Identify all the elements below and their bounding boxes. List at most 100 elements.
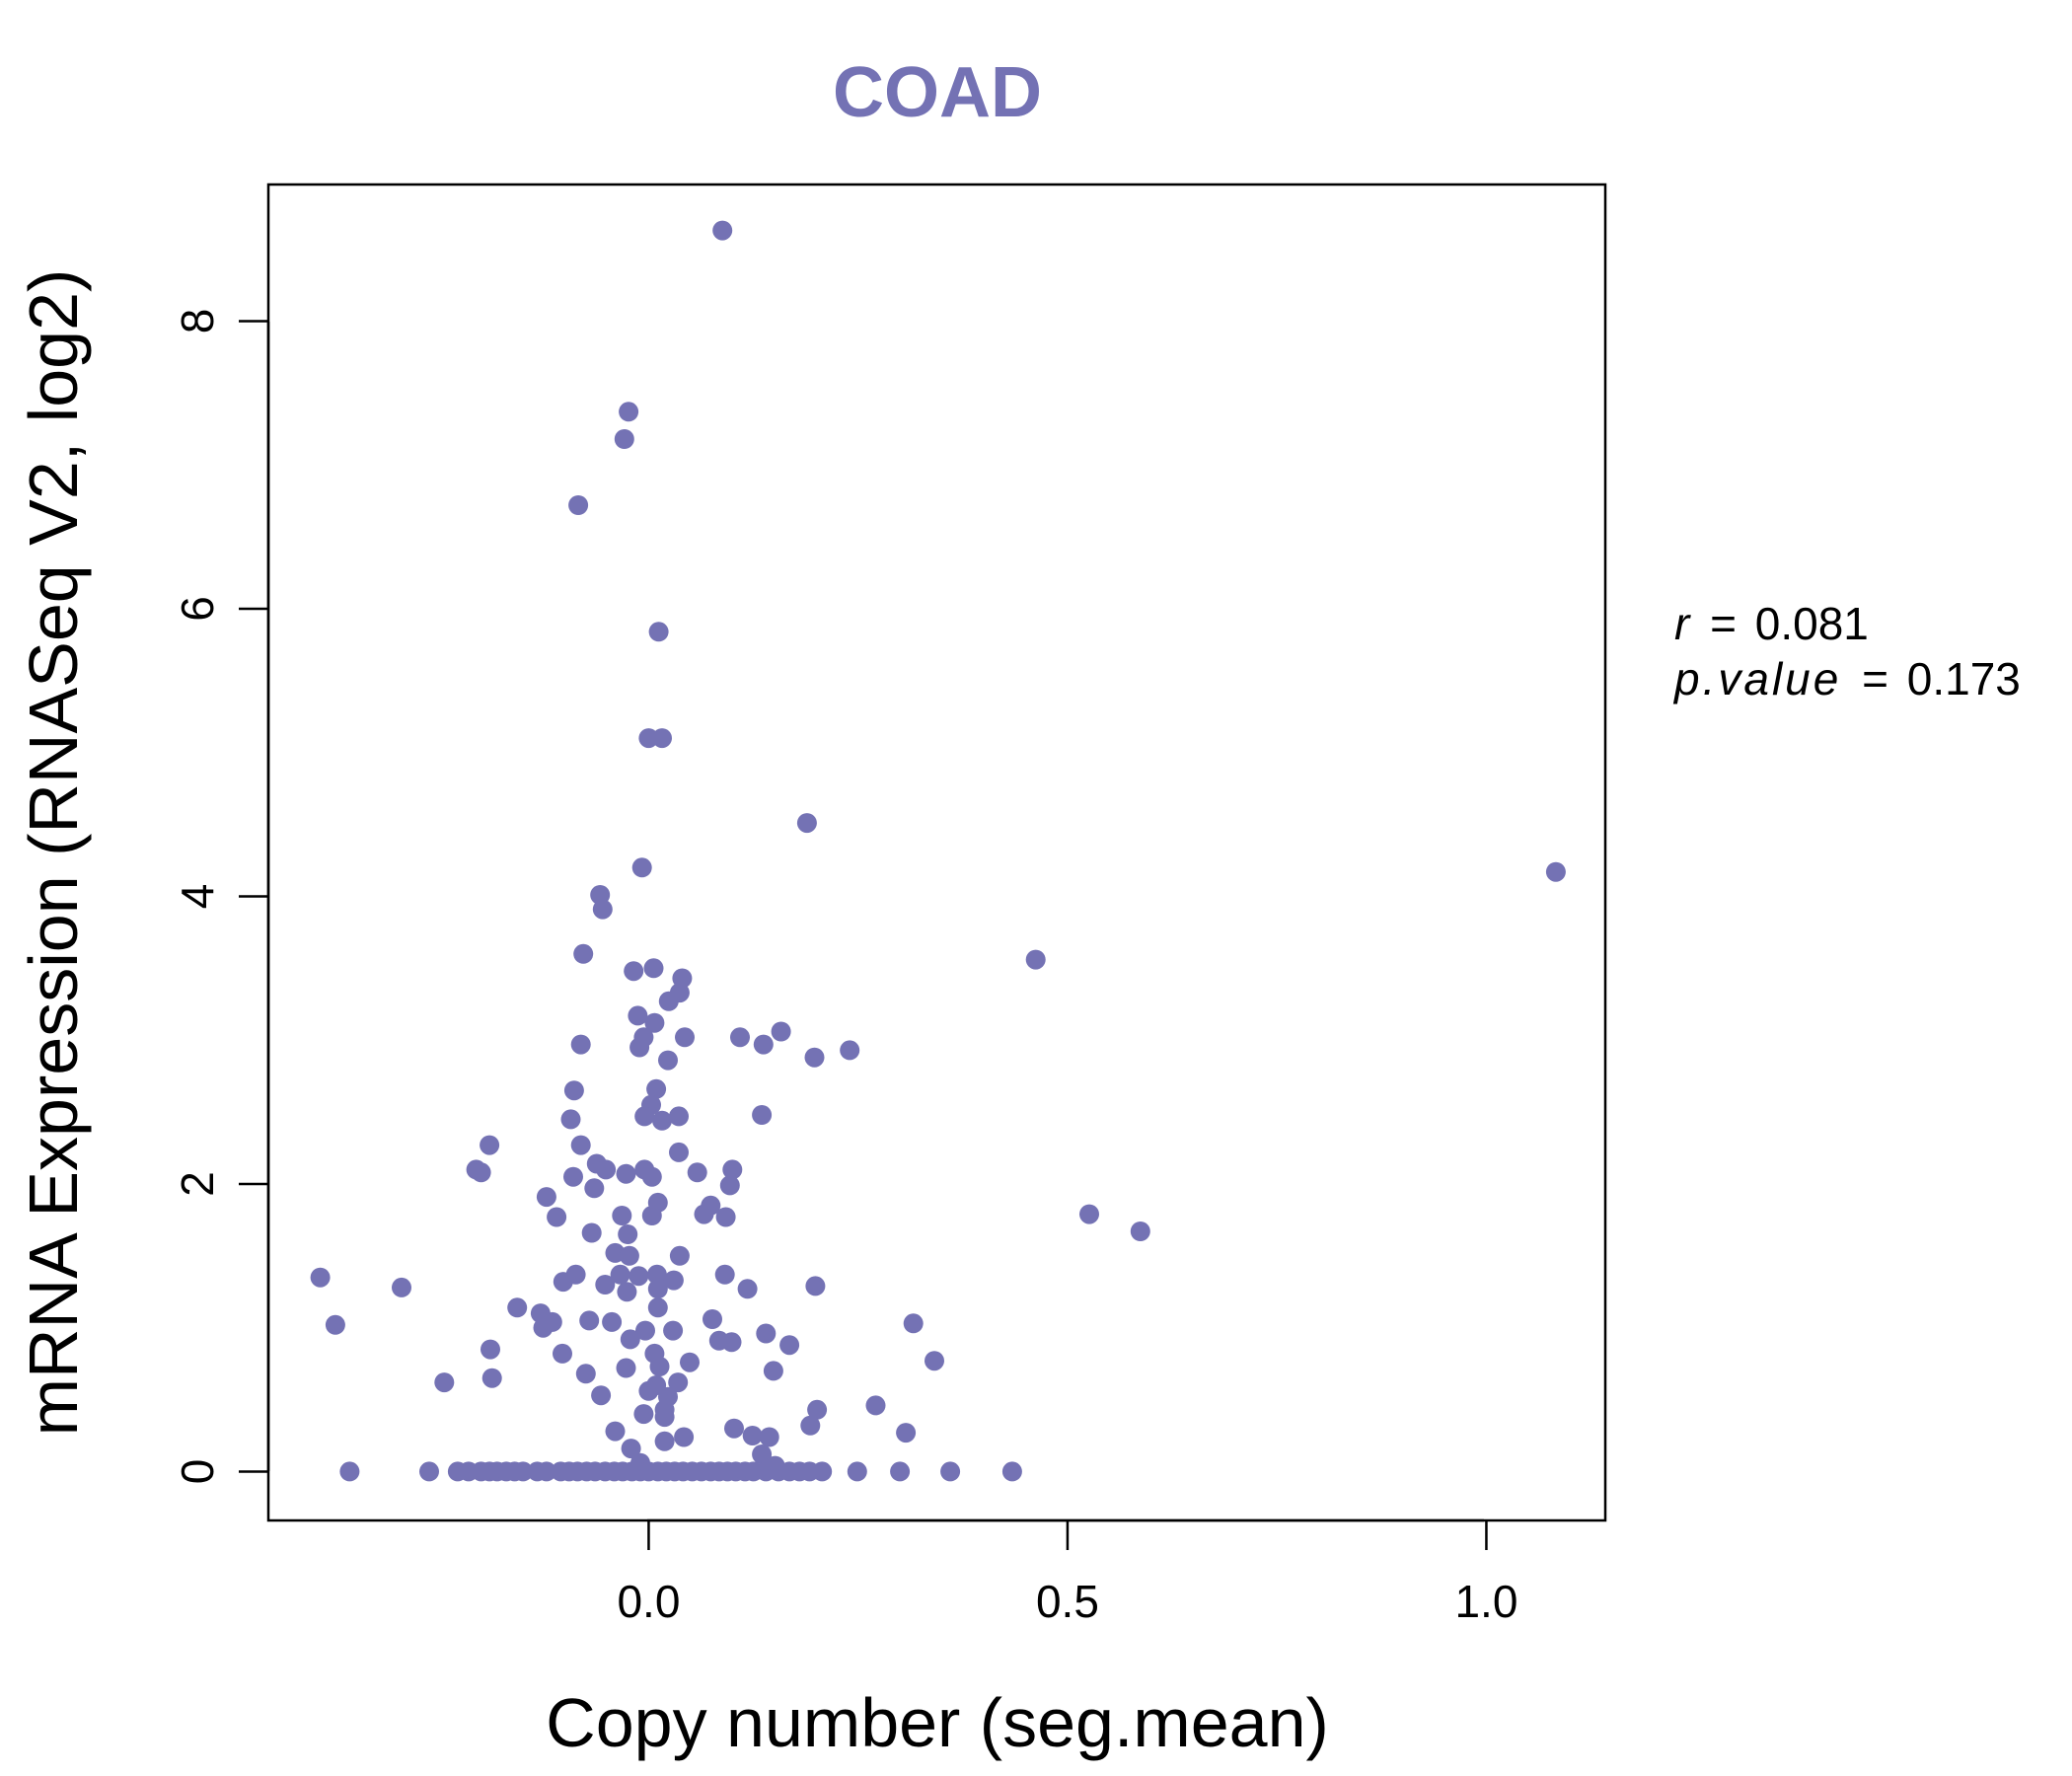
data-point: [310, 1267, 331, 1288]
data-point: [624, 961, 644, 982]
data-point: [643, 958, 664, 979]
data-point: [652, 1110, 672, 1131]
y-axis-ticks: 0 2 4 6 8: [172, 309, 268, 1484]
data-point: [513, 1461, 534, 1482]
data-point: [737, 1279, 758, 1299]
y-tick-label: 2: [172, 1171, 223, 1197]
p-equals: =: [1862, 653, 1888, 704]
data-point: [638, 1380, 659, 1401]
data-point: [339, 1461, 360, 1482]
data-point: [675, 1027, 695, 1048]
data-point: [553, 1343, 572, 1364]
data-point: [536, 1461, 556, 1482]
data-point: [1025, 949, 1046, 970]
data-point: [563, 1080, 584, 1101]
data-point: [763, 1361, 783, 1381]
data-point: [719, 1175, 740, 1196]
data-point: [646, 1078, 667, 1099]
data-point: [619, 1245, 639, 1266]
data-point: [1545, 861, 1566, 882]
r-annotation: r = 0.081: [1674, 598, 1869, 649]
data-point: [669, 1106, 689, 1127]
data-point: [641, 1166, 662, 1187]
data-point: [563, 1166, 583, 1187]
data-point: [674, 1427, 695, 1447]
data-point: [568, 495, 589, 515]
data-point: [629, 1037, 650, 1058]
data-point: [631, 857, 652, 878]
data-point: [584, 1178, 605, 1199]
data-point: [480, 1135, 500, 1155]
data-point: [925, 1351, 944, 1371]
data-point: [647, 1279, 668, 1299]
y-axis-label: mRNA Expression (RNASeq V2, log2): [15, 269, 92, 1437]
data-point: [595, 1275, 616, 1295]
data-point: [903, 1313, 924, 1334]
data-point: [507, 1297, 528, 1318]
r-value: 0.081: [1755, 598, 1869, 649]
data-point: [658, 1050, 678, 1071]
data-point: [392, 1277, 411, 1297]
data-point: [434, 1372, 455, 1393]
data-point: [575, 1364, 596, 1384]
data-point: [896, 1423, 917, 1443]
data-point: [742, 1426, 763, 1445]
data-point: [669, 1245, 690, 1266]
data-point: [807, 1399, 828, 1420]
data-point: [635, 1320, 655, 1341]
data-point: [940, 1461, 961, 1482]
data-point: [663, 1320, 684, 1341]
data-point: [648, 622, 669, 642]
data-point: [756, 1323, 777, 1344]
data-point: [840, 1040, 860, 1061]
data-point: [612, 1206, 632, 1225]
data-point: [722, 1159, 743, 1180]
data-point: [694, 1204, 714, 1224]
data-point: [752, 1444, 773, 1464]
data-point: [633, 1404, 654, 1425]
x-axis-ticks: 0.0 0.5 1.0: [617, 1520, 1517, 1627]
data-point: [560, 1109, 581, 1130]
data-point: [536, 1187, 556, 1208]
data-point: [800, 1415, 821, 1436]
data-point: [629, 1266, 649, 1287]
x-axis-label: Copy number (seg.mean): [546, 1684, 1329, 1761]
data-point: [812, 1461, 833, 1482]
data-point: [579, 1310, 600, 1331]
data-point: [721, 1332, 742, 1353]
data-point: [616, 1163, 636, 1184]
data-point: [759, 1427, 779, 1447]
data-point: [724, 1418, 744, 1439]
data-point: [581, 1222, 602, 1243]
data-point: [805, 1276, 826, 1296]
data-point: [634, 1106, 655, 1127]
data-point: [419, 1461, 439, 1482]
data-point: [712, 220, 733, 241]
data-point: [481, 1368, 502, 1388]
chart-title: COAD: [833, 53, 1042, 132]
data-point: [663, 1270, 684, 1291]
data-point: [481, 1339, 500, 1360]
data-point: [628, 1005, 648, 1026]
data-point: [621, 1439, 641, 1459]
p-value: 0.173: [1907, 653, 2021, 704]
data-point: [620, 1329, 640, 1350]
data-point: [646, 1264, 667, 1285]
data-point: [771, 1021, 791, 1042]
data-point: [610, 1264, 630, 1285]
data-point: [730, 1027, 750, 1048]
data-point: [654, 1431, 675, 1451]
x-tick-label: 0.5: [1036, 1576, 1099, 1627]
data-point: [617, 1282, 637, 1302]
data-point: [591, 1385, 612, 1406]
data-point: [1079, 1204, 1099, 1224]
data-point: [547, 1207, 567, 1227]
data-point: [703, 1309, 722, 1329]
data-point: [553, 1272, 573, 1293]
data-point: [573, 943, 594, 964]
data-point: [641, 1206, 662, 1225]
data-point: [471, 1162, 491, 1183]
data-point: [890, 1461, 911, 1482]
data-point: [649, 1357, 670, 1376]
